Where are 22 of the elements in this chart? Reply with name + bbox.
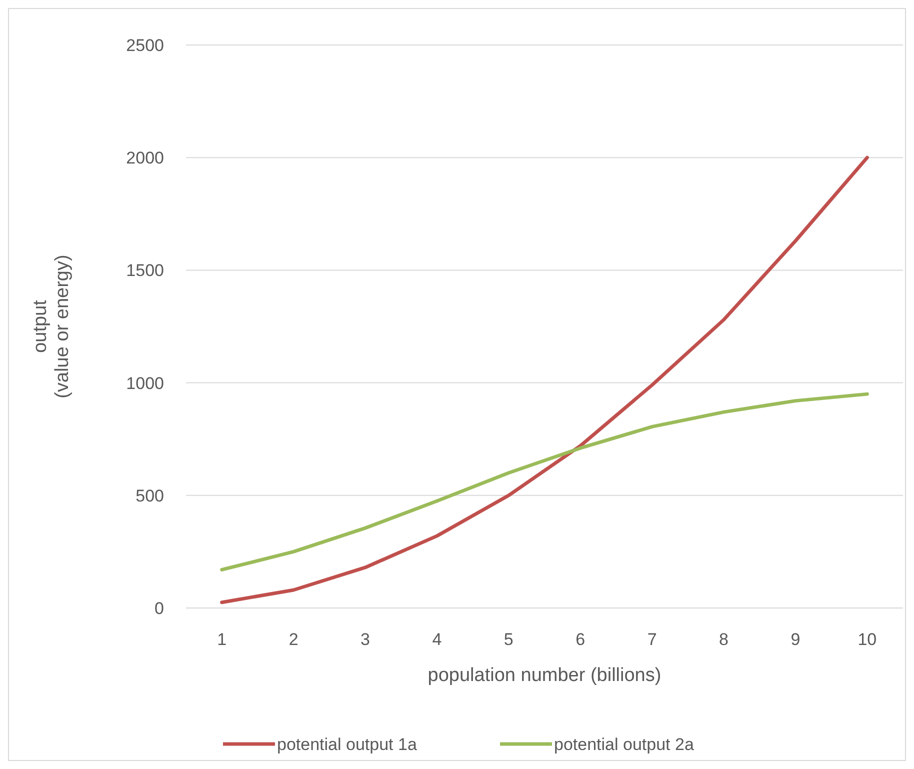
x-tick-label: 6 (576, 630, 586, 649)
x-axis-title: population number (billions) (428, 665, 662, 686)
y-axis-title: output (value or energy) (30, 254, 73, 398)
x-tick-label: 5 (504, 630, 514, 649)
y-tick-label: 2500 (126, 36, 164, 55)
legend-label: potential output 1a (277, 734, 418, 754)
line-series (220, 156, 869, 604)
x-tick-label: 9 (790, 630, 800, 649)
y-tick-label: 1000 (126, 374, 164, 393)
y-tick-label: 500 (136, 486, 164, 506)
x-tick-label: 3 (360, 630, 370, 649)
y-tick-label: 1500 (126, 261, 164, 280)
x-tick-label: 1 (217, 630, 227, 649)
x-tick-label: 10 (858, 630, 877, 649)
x-tick-label: 4 (432, 630, 442, 649)
x-tick-label: 8 (719, 630, 728, 649)
x-tick-label: 2 (288, 630, 298, 649)
x-tick-label: 7 (647, 630, 657, 649)
y-tick-label: 2000 (126, 148, 164, 168)
y-tick-label: 0 (154, 598, 164, 618)
line-series (220, 392, 869, 572)
legend-label: potential output 2a (554, 734, 694, 754)
